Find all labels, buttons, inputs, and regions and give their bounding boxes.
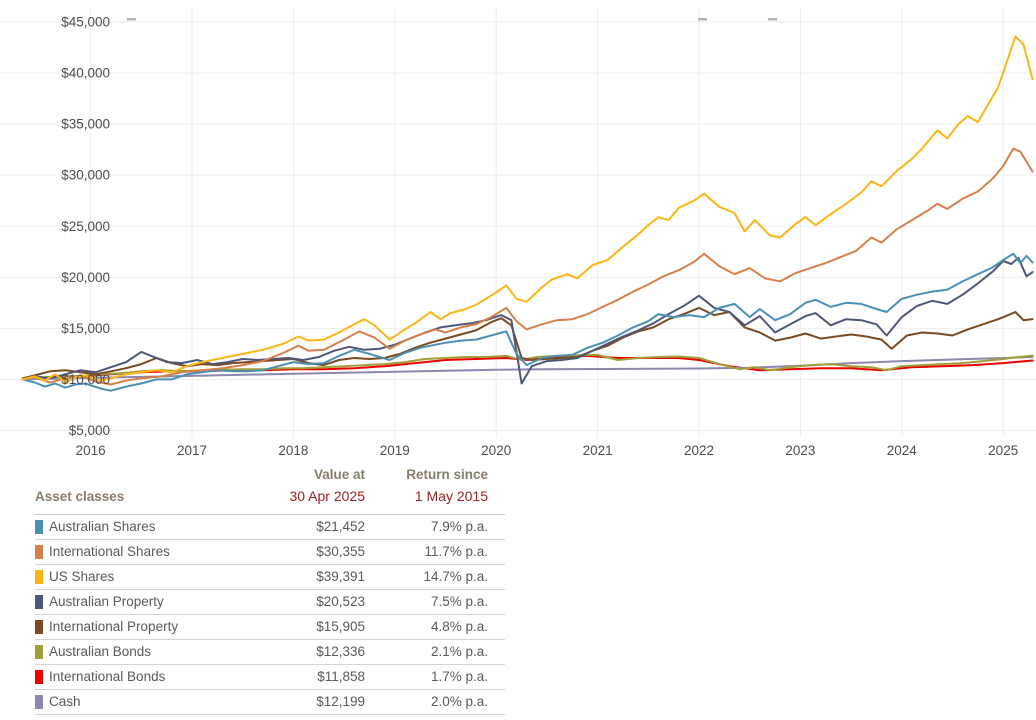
x-axis-tick-label: 2025 (988, 443, 1018, 458)
asset-value: $39,391 (316, 569, 365, 585)
y-axis-tick-label: $15,000 (61, 321, 110, 336)
asset-classes-header: Asset classes (35, 465, 270, 508)
table-row: Cash $12,199 2.0% p.a. (35, 690, 505, 715)
table-row: International Property $15,905 4.8% p.a. (35, 615, 505, 640)
asset-class-table: Asset classes Value at 30 Apr 2025 Retur… (35, 463, 505, 715)
table-header-row: Asset classes Value at 30 Apr 2025 Retur… (35, 463, 505, 515)
series-swatch (35, 569, 43, 584)
x-axis-tick-label: 2016 (76, 443, 106, 458)
table-row: Australian Bonds $12,336 2.1% p.a. (35, 640, 505, 665)
series-swatch (35, 694, 43, 709)
x-axis-tick-label: 2023 (785, 443, 815, 458)
series-line-australian-shares (21, 252, 1034, 392)
asset-class-name: Australian Bonds (49, 644, 152, 660)
y-axis-tick-label: $30,000 (61, 168, 110, 183)
table-row: Australian Property $20,523 7.5% p.a. (35, 590, 505, 615)
x-axis-tick-label: 2020 (481, 443, 511, 458)
asset-value: $21,452 (316, 519, 365, 535)
y-axis-tick-label: $40,000 (61, 66, 110, 81)
x-axis-tick-label: 2018 (278, 443, 308, 458)
asset-value: $20,523 (316, 594, 365, 610)
series-line-international-property (21, 306, 1034, 380)
asset-value: $15,905 (316, 619, 365, 635)
return-date-label: 1 May 2015 (414, 487, 488, 504)
asset-value: $12,199 (316, 694, 365, 710)
x-axis-tick-label: 2024 (887, 443, 918, 458)
value-date-label: 30 Apr 2025 (289, 487, 365, 504)
table-row: International Shares $30,355 11.7% p.a. (35, 540, 505, 565)
asset-return: 1.7% p.a. (430, 669, 488, 685)
series-line-us-shares (21, 35, 1034, 384)
table-row: US Shares $39,391 14.7% p.a. (35, 565, 505, 590)
y-axis-tick-label: $5,000 (69, 423, 110, 438)
asset-class-name: Cash (49, 694, 81, 710)
return-column-header: Return since 1 May 2015 (365, 465, 488, 508)
series-swatch (35, 619, 43, 634)
asset-class-name: International Shares (49, 544, 170, 560)
x-axis-tick-label: 2017 (177, 443, 207, 458)
value-at-label: Value at (313, 467, 365, 482)
asset-class-name: Australian Property (49, 594, 164, 610)
series-swatch (35, 544, 43, 559)
asset-class-name: US Shares (49, 569, 115, 585)
y-axis-tick-label: $35,000 (61, 117, 110, 132)
table-row: Australian Shares $21,452 7.9% p.a. (35, 515, 505, 540)
series-swatch (35, 519, 43, 534)
y-axis-tick-label: $45,000 (61, 15, 110, 30)
top-edge-artifact (698, 18, 707, 21)
header-spacer (35, 465, 270, 487)
asset-return: 2.1% p.a. (430, 644, 488, 660)
table-body: Australian Shares $21,452 7.9% p.a. Interna… (35, 515, 505, 715)
top-edge-artifact (768, 18, 777, 21)
table-row: International Bonds $11,858 1.7% p.a. (35, 665, 505, 690)
asset-return: 7.5% p.a. (430, 594, 488, 610)
asset-class-name: International Bonds (49, 669, 166, 685)
series-swatch (35, 644, 43, 659)
value-column-header: Value at 30 Apr 2025 (270, 465, 365, 508)
asset-return: 4.8% p.a. (430, 619, 488, 635)
performance-chart: $5,000 $10,000 $15,000 $20,000 $25,000 $30,00… (0, 8, 1036, 458)
line-chart-canvas: $5,000 $10,000 $15,000 $20,000 $25,000 $30,00… (0, 8, 1036, 458)
x-axis-tick-label: 2021 (583, 443, 613, 458)
asset-return: 14.7% p.a. (423, 569, 488, 585)
return-since-label: Return since (406, 467, 488, 482)
asset-value: $11,858 (317, 669, 365, 685)
x-axis-tick-label: 2019 (380, 443, 410, 458)
asset-class-name: International Property (49, 619, 179, 635)
y-axis-tick-label: $25,000 (61, 219, 110, 234)
asset-classes-label: Asset classes (35, 488, 125, 504)
asset-class-name: Australian Shares (49, 519, 156, 535)
series-swatch (35, 594, 43, 609)
asset-return: 7.9% p.a. (430, 519, 488, 535)
x-axis-tick-label: 2022 (684, 443, 714, 458)
y-axis-tick-label: $10,000 (61, 372, 110, 387)
asset-value: $12,336 (316, 644, 365, 660)
top-edge-artifact (127, 18, 136, 21)
series-swatch (35, 669, 43, 684)
series-line-australian-property (21, 256, 1034, 385)
y-axis-tick-label: $20,000 (61, 270, 110, 285)
series-line-cash (21, 356, 1034, 381)
series-line-international-shares (21, 147, 1034, 386)
asset-return: 2.0% p.a. (430, 694, 488, 710)
asset-return: 11.7% p.a. (424, 544, 488, 560)
asset-value: $30,355 (316, 544, 365, 560)
